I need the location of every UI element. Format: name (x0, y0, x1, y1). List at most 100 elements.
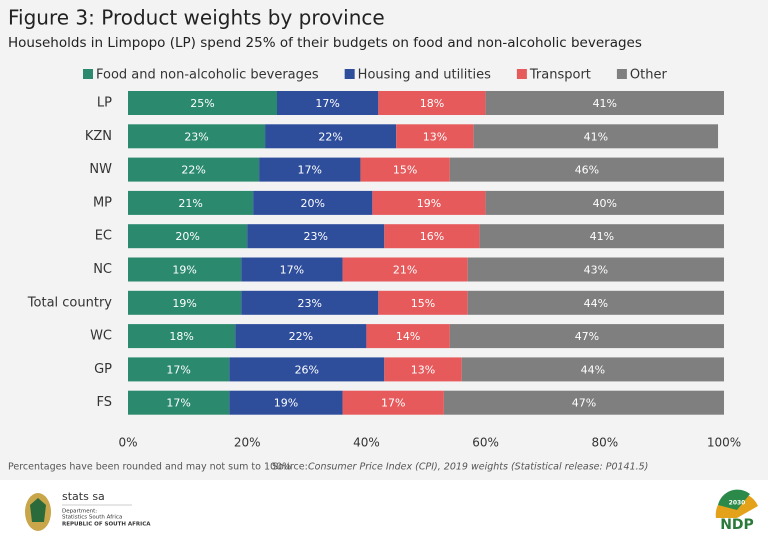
bar-segment (277, 91, 379, 115)
chart-subtitle: Households in Limpopo (LP) spend 25% of … (8, 35, 642, 51)
y-tick-label: NC (93, 262, 112, 277)
bar-segment (128, 157, 260, 182)
bar-segment (342, 390, 444, 415)
bar-segment (241, 290, 379, 315)
legend-label: Other (630, 68, 668, 83)
bar-segment (128, 357, 230, 382)
source-text: Consumer Price Index (CPI), 2019 weights… (308, 462, 648, 473)
value-label: 15% (411, 297, 435, 310)
value-label: 16% (420, 230, 444, 243)
department: Department: (62, 509, 97, 515)
bar-segment (479, 224, 724, 249)
y-tick-label: WC (90, 329, 112, 344)
value-label: 22% (289, 330, 313, 343)
value-label: 41% (593, 97, 617, 110)
bar-segment (467, 290, 724, 315)
value-label: 40% (593, 197, 617, 210)
value-label: 23% (184, 130, 208, 143)
bar-segment (449, 157, 724, 182)
bar-segment (128, 390, 230, 415)
value-label: 19% (274, 397, 298, 410)
department-name: Statistics South Africa (62, 515, 122, 521)
y-tick-label: KZN (85, 129, 112, 144)
value-label: 41% (584, 130, 608, 143)
x-tick-label: 20% (234, 436, 261, 450)
bar-segment (128, 190, 254, 215)
bar-segment (253, 190, 373, 215)
ndp-year: 2030 (729, 500, 746, 507)
value-label: 44% (581, 363, 605, 376)
value-label: 13% (411, 363, 435, 376)
value-label: 20% (175, 230, 199, 243)
y-tick-label: EC (95, 229, 112, 244)
country: REPUBLIC OF SOUTH AFRICA (62, 522, 151, 528)
stats-sa-logo: stats sa Department: Statistics South Af… (25, 490, 151, 531)
coat-of-arms-shield (30, 498, 46, 522)
value-label: 18% (169, 330, 193, 343)
bar-segment (485, 91, 724, 115)
bar-segment (128, 324, 236, 349)
value-label: 25% (190, 97, 214, 110)
bar-segment (473, 124, 719, 149)
bar-segment (396, 124, 474, 149)
x-tick-label: 60% (472, 436, 499, 450)
value-label: 17% (381, 397, 405, 410)
y-tick-label: LP (97, 96, 112, 111)
bar-segment (378, 290, 468, 315)
ndp-logo: 2030 NDP (715, 489, 758, 533)
bar-segment (128, 290, 242, 315)
x-tick-label: 0% (118, 436, 137, 450)
y-tick-label: FS (96, 395, 112, 410)
value-label: 21% (178, 197, 202, 210)
bar-segment (378, 91, 486, 115)
value-label: 17% (280, 264, 304, 277)
value-label: 15% (393, 164, 417, 177)
y-tick-label: Total country (27, 295, 113, 310)
value-label: 13% (423, 130, 447, 143)
bar-segment (128, 257, 242, 282)
value-label: 14% (396, 330, 420, 343)
bar-segment (247, 224, 385, 249)
bar-segment (128, 124, 266, 149)
source-label: Source: (272, 462, 308, 473)
y-tick-label: MP (93, 195, 112, 210)
bar-segment (235, 324, 367, 349)
value-label: 19% (417, 197, 441, 210)
bar-segment (342, 257, 468, 282)
bar-segment (467, 257, 724, 282)
value-label: 19% (172, 297, 196, 310)
bar-segment (259, 157, 361, 182)
value-label: 47% (572, 397, 596, 410)
bar-segment (241, 257, 343, 282)
x-tick-label: 80% (591, 436, 618, 450)
bar-segment (366, 324, 450, 349)
value-label: 44% (584, 297, 608, 310)
chart-title: Figure 3: Product weights by province (8, 6, 385, 30)
x-tick-label: 40% (353, 436, 380, 450)
bar-segment (449, 324, 724, 349)
legend-label: Housing and utilities (358, 68, 491, 83)
legend-swatch (516, 69, 527, 79)
x-tick-label: 100% (707, 436, 741, 450)
value-label: 46% (575, 164, 599, 177)
value-label: 22% (318, 130, 342, 143)
bar-segment (443, 390, 724, 415)
ndp-text: NDP (720, 517, 754, 533)
bar-segment (485, 190, 724, 215)
value-label: 23% (298, 297, 322, 310)
bar-segment (461, 357, 724, 382)
plot-area (128, 91, 724, 415)
value-label: 18% (420, 97, 444, 110)
value-label: 17% (315, 97, 339, 110)
value-label: 21% (393, 264, 417, 277)
value-label: 43% (584, 264, 608, 277)
stats-name: stats sa (62, 490, 105, 503)
legend-swatch (83, 69, 93, 79)
legend-swatch (616, 69, 627, 79)
value-label: 41% (590, 230, 614, 243)
y-tick-label: GP (94, 362, 112, 377)
value-label: 47% (575, 330, 599, 343)
legend-label: Food and non-alcoholic beverages (96, 68, 319, 83)
bar-segment (384, 224, 480, 249)
